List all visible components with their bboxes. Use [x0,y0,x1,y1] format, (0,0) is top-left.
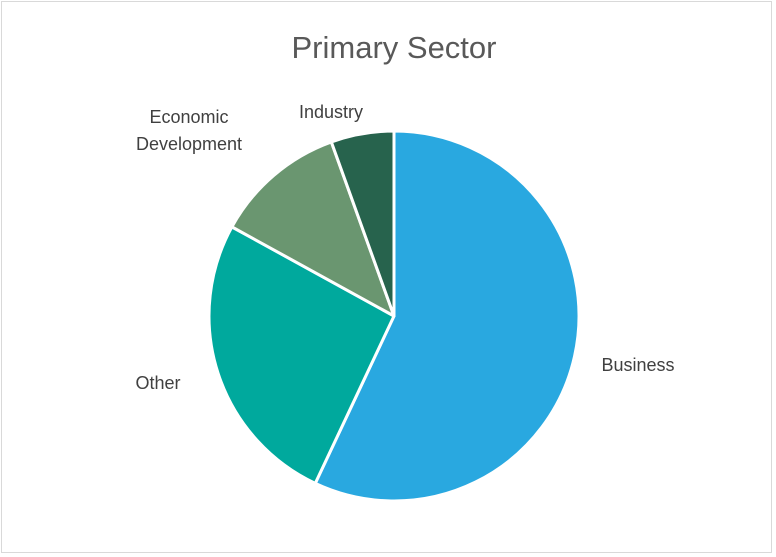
pie-labels: Business Other Economic Development Industry [135,102,674,393]
pie-slice-business [313,129,581,503]
pie-slice-industry [329,129,396,318]
slice-label-economic-development: Economic Development [136,107,242,154]
pie-slices [207,129,581,503]
slice-label-industry: Industry [299,102,363,122]
slice-label-business: Business [601,355,674,375]
slice-label-other: Other [135,373,180,393]
chart-title: Primary Sector [291,30,497,65]
pie-slice-economic-development [230,140,396,318]
